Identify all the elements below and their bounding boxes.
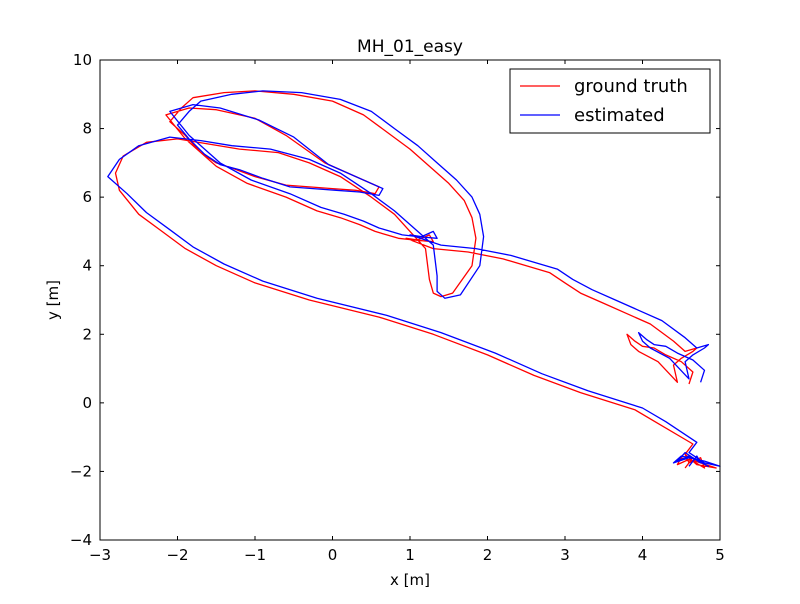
- y-tick-label: 10: [73, 51, 92, 69]
- x-tick-label: 1: [405, 546, 415, 564]
- y-tick-label: 4: [82, 257, 92, 275]
- x-tick-label: 3: [560, 546, 570, 564]
- x-tick-label: −3: [89, 546, 111, 564]
- x-axis-label: x [m]: [390, 571, 430, 589]
- y-tick-label: 0: [82, 394, 92, 412]
- y-tick-label: −2: [70, 462, 92, 480]
- x-tick-label: 4: [638, 546, 648, 564]
- x-tick-label: 5: [715, 546, 725, 564]
- y-tick-label: −4: [70, 531, 92, 549]
- series-line-ground-truth: [114, 90, 717, 469]
- x-tick-label: −2: [166, 546, 188, 564]
- plot-lines: [107, 90, 721, 469]
- chart-title: MH_01_easy: [357, 37, 463, 57]
- y-tick-label: 2: [82, 325, 92, 343]
- axis-ticks: −3 −2 −1 0 1 2 3 4 5 −4 −2 0 2 4 6 8 10: [70, 51, 725, 564]
- legend: ground truth estimated: [509, 68, 711, 134]
- x-tick-label: 2: [483, 546, 493, 564]
- y-axis-label: y [m]: [44, 280, 62, 320]
- x-tick-label: 0: [328, 546, 338, 564]
- x-tick-label: −1: [244, 546, 266, 564]
- legend-box: [509, 68, 711, 134]
- series-line-estimated: [107, 90, 721, 467]
- legend-label-ground-truth: ground truth: [574, 76, 688, 97]
- legend-label-estimated: estimated: [574, 105, 665, 126]
- y-tick-label: 8: [82, 120, 92, 138]
- y-tick-label: 6: [82, 188, 92, 206]
